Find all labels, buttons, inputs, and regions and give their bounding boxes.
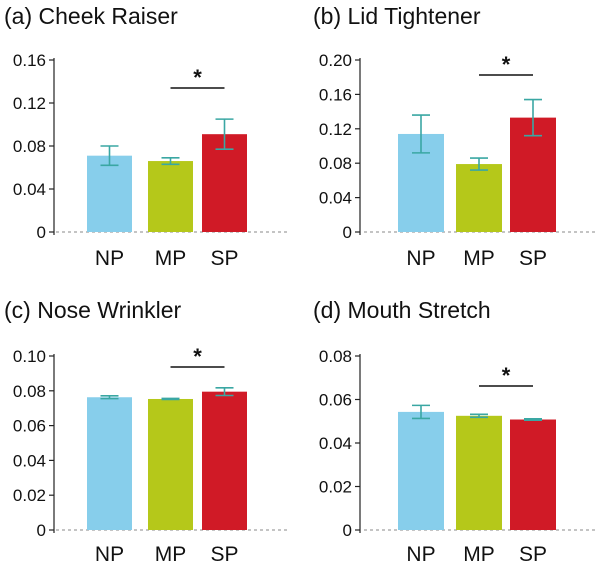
bar-np	[87, 155, 132, 232]
y-tick-label: 0	[37, 223, 46, 242]
y-tick-label: 0.08	[319, 347, 352, 366]
y-tick-label: 0.12	[13, 94, 46, 113]
bar-sp	[510, 117, 556, 232]
y-tick-label: 0.16	[319, 85, 352, 104]
bar-mp	[148, 398, 193, 530]
significance-star: *	[193, 344, 202, 369]
x-category-label: NP	[406, 543, 435, 566]
x-category-label: NP	[406, 247, 435, 270]
panel-4: (d) Mouth Stretch 0 0.02 0.04 0.06 0.08 NP MP SP…	[313, 297, 596, 566]
y-tick-label: 0.16	[13, 51, 46, 70]
panel-2: (b) Lid Tightener 0 0.04 0.08 0.12 0.16 0.20 NP…	[313, 3, 596, 270]
x-category-label: SP	[519, 543, 547, 566]
y-tick-label: 0.10	[13, 347, 46, 366]
y-tick-label: 0.04	[13, 180, 46, 199]
y-tick-label: 0.04	[319, 189, 352, 208]
significance-star: *	[502, 52, 511, 77]
y-tick-label: 0.02	[319, 478, 352, 497]
x-category-label: MP	[155, 543, 187, 566]
x-category-label: MP	[463, 247, 495, 270]
x-category-label: MP	[155, 247, 187, 270]
y-tick-label: 0.08	[13, 137, 46, 156]
x-category-label: SP	[519, 247, 547, 270]
panel-title: (c) Nose Wrinkler	[4, 297, 182, 323]
x-category-label: SP	[210, 543, 238, 566]
y-tick-label: 0	[343, 223, 352, 242]
y-tick-label: 0.08	[13, 382, 46, 401]
bar-sp	[510, 419, 556, 530]
bar-np	[398, 411, 444, 530]
bar-mp	[456, 164, 502, 232]
y-tick-label: 0.08	[319, 154, 352, 173]
y-tick-label: 0.06	[319, 391, 352, 410]
x-category-label: NP	[95, 247, 124, 270]
bar-np	[87, 397, 132, 530]
panel-1: (a) Cheek Raiser 0 0.04 0.08 0.12 0.16 NP MP SP *	[4, 3, 287, 270]
bar-mp	[148, 161, 193, 232]
panel-title: (b) Lid Tightener	[313, 3, 481, 29]
y-tick-label: 0.06	[13, 417, 46, 436]
y-tick-label: 0.04	[319, 434, 352, 453]
bar-sp	[202, 134, 247, 232]
y-tick-label: 0.20	[319, 51, 352, 70]
significance-star: *	[193, 65, 202, 90]
panel-title: (d) Mouth Stretch	[313, 297, 491, 323]
significance-star: *	[502, 363, 511, 388]
bar-sp	[202, 391, 247, 530]
y-tick-label: 0.04	[13, 451, 46, 470]
panel-3: (c) Nose Wrinkler 0 0.02 0.04 0.06 0.08 0.10 NP…	[4, 297, 287, 566]
panel-title: (a) Cheek Raiser	[4, 3, 178, 29]
y-tick-label: 0	[343, 521, 352, 540]
y-tick-label: 0	[37, 521, 46, 540]
x-category-label: NP	[95, 543, 124, 566]
x-category-label: SP	[210, 247, 238, 270]
x-category-label: MP	[463, 543, 495, 566]
y-tick-label: 0.12	[319, 120, 352, 139]
y-tick-label: 0.02	[13, 486, 46, 505]
bar-mp	[456, 415, 502, 530]
